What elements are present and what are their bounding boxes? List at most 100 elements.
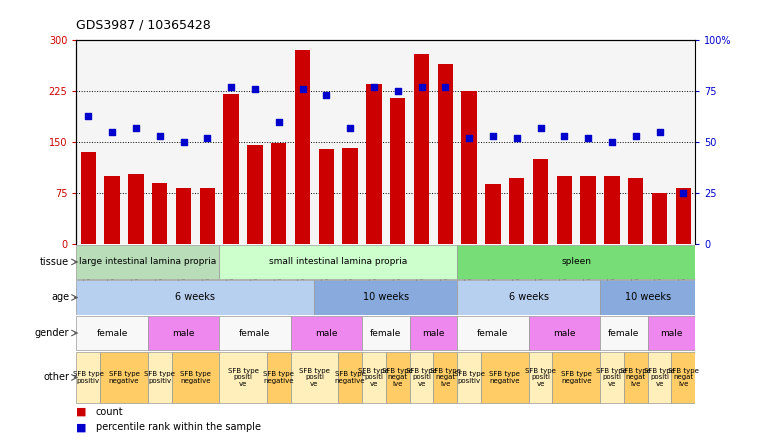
Bar (319, 149, 334, 244)
Text: SFB type
positi
ve: SFB type positi ve (406, 368, 437, 387)
Bar (410, 316, 457, 350)
Text: SFB type
positi
ve: SFB type positi ve (525, 368, 556, 387)
Bar (604, 176, 620, 244)
Text: male: male (660, 329, 683, 337)
Bar (652, 193, 667, 244)
Text: SFB type
negative: SFB type negative (335, 371, 365, 384)
Text: large intestinal lamina propria: large intestinal lamina propria (79, 258, 216, 266)
Bar (624, 352, 648, 403)
Point (273, 118, 285, 125)
Bar (457, 245, 695, 279)
Text: age: age (51, 293, 70, 302)
Text: SFB type
positi
ve: SFB type positi ve (597, 368, 627, 387)
Text: SFB type
positi
ve: SFB type positi ve (228, 368, 258, 387)
Bar (481, 352, 529, 403)
Text: SFB type
negative: SFB type negative (490, 371, 520, 384)
Bar (581, 176, 596, 244)
Bar (438, 64, 453, 244)
Point (154, 132, 166, 139)
Point (487, 132, 499, 139)
Bar (362, 352, 386, 403)
Text: SFB type
positiv: SFB type positiv (454, 371, 484, 384)
Bar (457, 352, 481, 403)
Bar (529, 316, 600, 350)
Bar (342, 147, 358, 244)
Text: SFB type
positi
ve: SFB type positi ve (299, 368, 330, 387)
Bar (76, 352, 100, 403)
Text: male: male (553, 329, 575, 337)
Bar (100, 352, 147, 403)
Text: percentile rank within the sample: percentile rank within the sample (96, 422, 261, 432)
Bar (80, 152, 96, 244)
Text: ■: ■ (76, 422, 87, 432)
Bar (366, 84, 382, 244)
Text: GDS3987 / 10365428: GDS3987 / 10365428 (76, 18, 211, 31)
Point (296, 85, 309, 92)
Bar (600, 281, 695, 314)
Point (130, 124, 142, 131)
Text: SFB type
negat
ive: SFB type negat ive (668, 368, 699, 387)
Point (83, 112, 95, 119)
Bar (223, 95, 239, 244)
Bar (390, 98, 406, 244)
Bar (128, 174, 144, 244)
Text: SFB type
negative: SFB type negative (180, 371, 211, 384)
Text: SFB type
negative: SFB type negative (108, 371, 140, 384)
Point (392, 87, 404, 95)
Text: other: other (44, 373, 70, 382)
Text: 6 weeks: 6 weeks (509, 293, 549, 302)
Text: 6 weeks: 6 weeks (176, 293, 215, 302)
Bar (338, 352, 362, 403)
Bar (362, 316, 410, 350)
Bar (199, 188, 215, 244)
Text: spleen: spleen (562, 258, 591, 266)
Bar (219, 245, 457, 279)
Bar (295, 50, 310, 244)
Bar (485, 184, 500, 244)
Bar (219, 316, 290, 350)
Text: SFB type
negat
ive: SFB type negat ive (620, 368, 651, 387)
Bar (457, 281, 600, 314)
Point (201, 135, 213, 142)
Bar (457, 316, 529, 350)
Bar (648, 352, 672, 403)
Point (177, 139, 189, 146)
Point (367, 83, 380, 91)
Bar (600, 316, 648, 350)
Bar (290, 316, 362, 350)
Text: tissue: tissue (40, 257, 70, 267)
Bar (509, 178, 524, 244)
Text: male: male (172, 329, 195, 337)
Bar (414, 54, 429, 244)
Bar (267, 352, 290, 403)
Text: SFB type
negat
ive: SFB type negat ive (382, 368, 413, 387)
Bar (315, 281, 457, 314)
Point (320, 91, 332, 99)
Point (606, 139, 618, 146)
Bar (433, 352, 457, 403)
Bar (410, 352, 433, 403)
Point (630, 132, 642, 139)
Point (558, 132, 571, 139)
Bar (557, 176, 572, 244)
Point (463, 135, 475, 142)
Text: male: male (315, 329, 338, 337)
Text: SFB type
negative: SFB type negative (561, 371, 591, 384)
Bar (628, 178, 643, 244)
Text: SFB type
positiv: SFB type positiv (144, 371, 175, 384)
Bar (386, 352, 410, 403)
Bar (76, 245, 219, 279)
Point (344, 124, 356, 131)
Point (416, 83, 428, 91)
Text: SFB type
positiv: SFB type positiv (73, 371, 104, 384)
Point (653, 128, 665, 135)
Text: 10 weeks: 10 weeks (625, 293, 671, 302)
Bar (533, 159, 549, 244)
Text: female: female (478, 329, 509, 337)
Bar (552, 352, 600, 403)
Text: SFB type
positi
ve: SFB type positi ve (644, 368, 675, 387)
Point (535, 124, 547, 131)
Text: SFB type
negat
ive: SFB type negat ive (430, 368, 461, 387)
Text: count: count (96, 407, 123, 417)
Point (582, 135, 594, 142)
